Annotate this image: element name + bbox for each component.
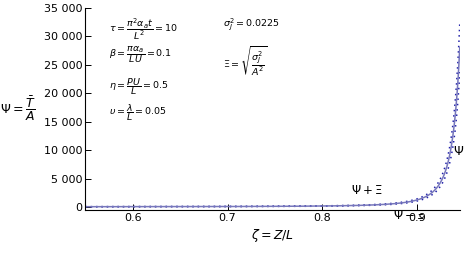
- Text: $\Psi + \Xi$: $\Psi + \Xi$: [351, 184, 383, 197]
- Text: $\Psi$: $\Psi$: [453, 145, 464, 158]
- Text: $\eta = \dfrac{PU}{L} = 0.5$: $\eta = \dfrac{PU}{L} = 0.5$: [109, 76, 168, 97]
- X-axis label: $\zeta = Z/L$: $\zeta = Z/L$: [251, 227, 294, 244]
- Text: $\upsilon = \dfrac{\lambda}{L} = 0.05$: $\upsilon = \dfrac{\lambda}{L} = 0.05$: [109, 102, 167, 123]
- Text: $\tau = \dfrac{\pi^2 \alpha_a t}{L^2} = 10$: $\tau = \dfrac{\pi^2 \alpha_a t}{L^2} = …: [109, 16, 178, 42]
- Text: $\Psi - \Xi$: $\Psi - \Xi$: [393, 209, 426, 222]
- Text: $\beta = \dfrac{\pi \alpha_a}{LU} = 0.1$: $\beta = \dfrac{\pi \alpha_a}{LU} = 0.1$: [109, 45, 172, 65]
- Text: $\sigma_J^2 = 0.0225$: $\sigma_J^2 = 0.0225$: [223, 16, 280, 32]
- Y-axis label: $\Psi = \dfrac{\bar{T}}{A}$: $\Psi = \dfrac{\bar{T}}{A}$: [0, 94, 36, 123]
- Text: $\Xi = \sqrt{\dfrac{\sigma_J^2}{A^2}}$: $\Xi = \sqrt{\dfrac{\sigma_J^2}{A^2}}$: [223, 45, 267, 78]
